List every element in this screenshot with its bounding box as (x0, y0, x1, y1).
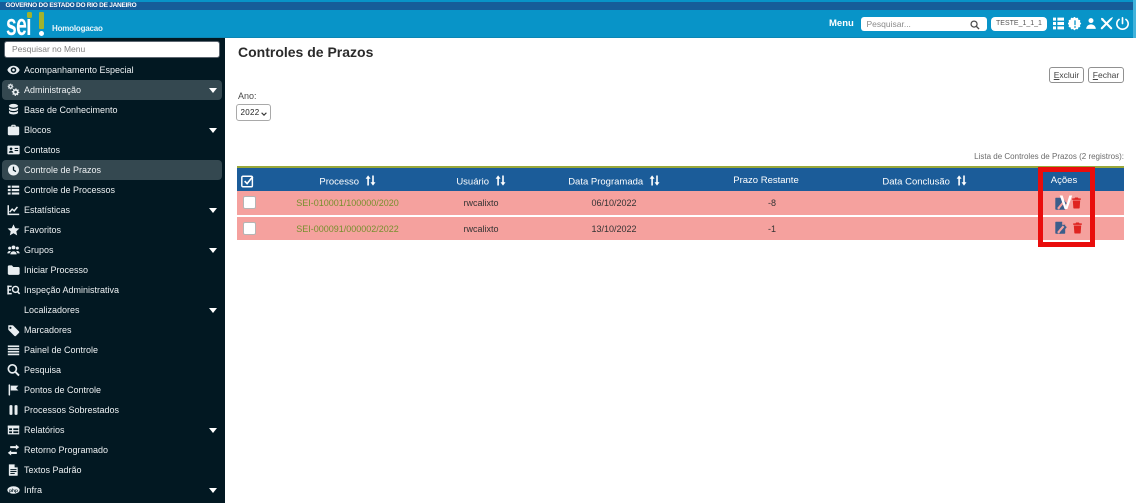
svg-text:php: php (9, 488, 18, 494)
